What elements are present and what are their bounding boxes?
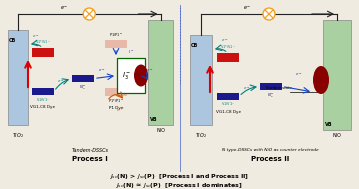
Text: CB: CB xyxy=(191,43,198,48)
Text: Process II: Process II xyxy=(251,156,289,162)
Bar xyxy=(32,48,54,57)
Text: NiO: NiO xyxy=(156,128,165,133)
Text: $h^+$: $h^+$ xyxy=(116,106,123,114)
Text: $e^-$: $e^-$ xyxy=(32,33,39,40)
Text: $J_{sc}$(N) ≈ $J_{sc}$(P)  [Process I dominates]: $J_{sc}$(N) ≈ $J_{sc}$(P) [Process I dom… xyxy=(115,181,243,189)
Text: $e^-$: $e^-$ xyxy=(60,5,69,12)
Bar xyxy=(217,93,239,100)
Bar xyxy=(8,30,28,125)
Text: P1 Dye: P1 Dye xyxy=(109,106,123,110)
Ellipse shape xyxy=(134,64,148,87)
Text: CB: CB xyxy=(9,38,16,43)
Text: $I^-$: $I^-$ xyxy=(128,48,134,55)
Text: Surface state: Surface state xyxy=(266,86,292,90)
Text: NiO: NiO xyxy=(332,133,341,138)
Text: I/I$_3^-$: I/I$_3^-$ xyxy=(79,83,87,91)
Text: V1*/V1$^+$: V1*/V1$^+$ xyxy=(220,43,236,51)
Bar xyxy=(72,75,94,82)
Text: Process I: Process I xyxy=(72,156,108,162)
Text: V1/V1$^+$: V1/V1$^+$ xyxy=(36,96,50,104)
Bar xyxy=(32,88,54,95)
Bar xyxy=(217,53,239,62)
Text: $J_{sc}$(N) > $J_{sc}$(P)  [Process I and Process II]: $J_{sc}$(N) > $J_{sc}$(P) [Process I and… xyxy=(109,172,249,181)
Text: $I_3^-$: $I_3^-$ xyxy=(122,70,131,81)
Text: VG1-C8 Dye: VG1-C8 Dye xyxy=(31,105,56,109)
Text: P1/P1$^-$: P1/P1$^-$ xyxy=(109,31,123,38)
Text: V1*/V1$^+$: V1*/V1$^+$ xyxy=(35,39,51,46)
Bar xyxy=(323,20,351,130)
Text: $e^-$: $e^-$ xyxy=(221,37,228,44)
Text: I/I$_3^-$: I/I$_3^-$ xyxy=(267,91,275,99)
Bar xyxy=(105,88,127,96)
Text: V1/V1$^+$: V1/V1$^+$ xyxy=(221,101,236,108)
Text: $e^-$: $e^-$ xyxy=(243,5,251,12)
Text: TiO$_2$: TiO$_2$ xyxy=(12,131,24,140)
Text: P1*/P1$^-$: P1*/P1$^-$ xyxy=(108,97,124,104)
Ellipse shape xyxy=(313,66,329,94)
Text: Tandem-DSSCs: Tandem-DSSCs xyxy=(71,148,108,153)
Text: $e^-$: $e^-$ xyxy=(98,67,106,74)
Bar xyxy=(117,58,145,93)
Text: TiO$_2$: TiO$_2$ xyxy=(195,131,207,140)
Text: VB: VB xyxy=(325,122,332,127)
Circle shape xyxy=(83,8,95,20)
Bar xyxy=(260,83,282,90)
Text: $e^-$: $e^-$ xyxy=(295,71,302,78)
Bar xyxy=(148,20,173,125)
Bar xyxy=(105,40,127,48)
Bar xyxy=(190,35,212,125)
Text: $e^-$: $e^-$ xyxy=(243,85,250,92)
Text: VB: VB xyxy=(150,117,158,122)
Text: N type-DSSCs with NiO as counter electrode: N type-DSSCs with NiO as counter electro… xyxy=(222,148,318,152)
Text: $e^-$: $e^-$ xyxy=(146,68,153,74)
Text: $e^-$: $e^-$ xyxy=(57,78,64,85)
Text: VG1-C8 Dye: VG1-C8 Dye xyxy=(215,110,241,114)
Circle shape xyxy=(263,8,275,20)
